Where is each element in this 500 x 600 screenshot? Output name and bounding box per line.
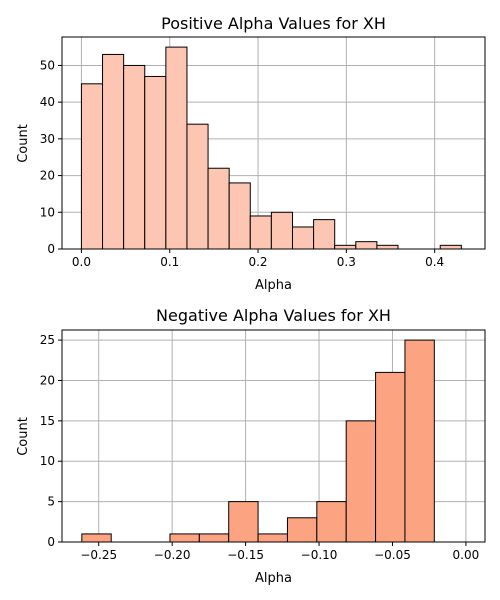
y-axis-label: Count	[16, 124, 31, 163]
x-axis-label: Alpha	[255, 278, 292, 293]
x-tick-label: −0.05	[374, 548, 411, 562]
histogram-bar	[270, 211, 293, 250]
histogram-bar	[316, 501, 347, 543]
histogram-bar	[291, 226, 315, 250]
histogram-bar	[257, 533, 288, 543]
histogram-bar	[186, 123, 209, 250]
histogram-bar	[169, 533, 200, 543]
histogram-bar	[80, 83, 104, 250]
histogram-bar	[144, 75, 167, 250]
axes-frame	[61, 36, 486, 250]
y-axis-label: Count	[16, 417, 31, 456]
y-tick-label: 30	[40, 132, 55, 146]
x-tick-label: 0.4	[425, 255, 444, 269]
histogram-bar	[102, 53, 125, 250]
histogram-bar	[404, 339, 435, 543]
x-tick-label: 0.2	[248, 255, 267, 269]
histogram-bar	[345, 420, 377, 543]
histogram-bar	[81, 533, 112, 543]
y-tick-label: 10	[40, 205, 55, 219]
histogram-bar	[313, 219, 336, 250]
x-tick-label: 0.1	[160, 255, 179, 269]
histogram-bar	[376, 244, 399, 250]
histogram-bar	[165, 46, 188, 250]
histogram-bar	[286, 517, 318, 543]
y-tick-label: 20	[40, 169, 55, 183]
chart-positive-alpha: Positive Alpha Values for XH 0.0 0.1 0.2 0.…	[16, 14, 486, 293]
y-tick-label: 20	[40, 373, 55, 387]
y-tick-label: 0	[47, 535, 55, 549]
histogram-bar	[207, 167, 230, 250]
y-tick-label: 0	[47, 242, 55, 256]
histogram-bar	[198, 533, 230, 543]
histogram-bar	[228, 182, 251, 250]
y-tick-label: 5	[47, 495, 55, 509]
y-tick-label: 10	[40, 454, 55, 468]
axes-frame	[61, 329, 486, 543]
x-tick-label: −0.10	[301, 548, 338, 562]
chart-negative-alpha: Negative Alpha Values for XH −0.25 −0.20−…	[16, 306, 486, 586]
y-tick-label: 50	[40, 58, 55, 72]
chart-title: Positive Alpha Values for XH	[161, 14, 386, 33]
x-tick-label: −0.15	[227, 548, 264, 562]
y-tick-label: 25	[40, 333, 55, 347]
x-tick-label: 0.00	[453, 548, 480, 562]
plot-area: −0.25 −0.20 −0.15 −0.10 −0.05 0.00 0 5 10 15 20 25	[40, 329, 486, 562]
histogram-bar	[355, 241, 378, 250]
histogram-bar	[334, 244, 357, 250]
histogram-bar	[375, 371, 406, 543]
histogram-bar	[123, 64, 146, 250]
histogram-bar	[228, 501, 259, 543]
histogram-bar	[439, 244, 462, 250]
y-tick-label: 40	[40, 95, 55, 109]
histogram-bar	[249, 215, 272, 250]
chart-title: Negative Alpha Values for XH	[156, 306, 391, 325]
plot-area: 0.0 0.1 0.2 0.3 0.4 0 10 20 30 40 50	[40, 36, 486, 269]
x-tick-label: 0.0	[72, 255, 91, 269]
x-tick-label: −0.25	[80, 548, 117, 562]
y-tick-label: 15	[40, 414, 55, 428]
x-axis-label: Alpha	[255, 571, 292, 586]
x-tick-label: 0.3	[337, 255, 356, 269]
x-tick-label: −0.20	[154, 548, 191, 562]
